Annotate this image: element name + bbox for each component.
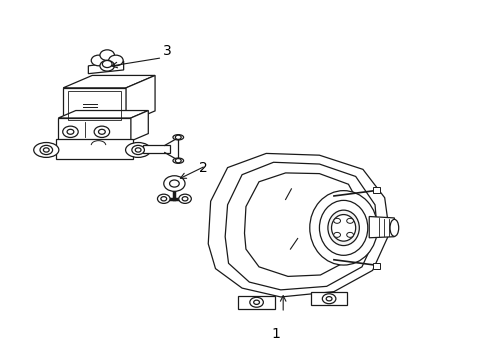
Circle shape: [322, 294, 335, 304]
Circle shape: [62, 126, 78, 138]
Circle shape: [346, 219, 353, 223]
Text: 3: 3: [163, 44, 171, 58]
Circle shape: [67, 129, 74, 134]
Circle shape: [249, 297, 263, 307]
Circle shape: [179, 194, 191, 203]
Polygon shape: [63, 76, 155, 88]
Circle shape: [175, 135, 181, 139]
Circle shape: [325, 297, 331, 301]
Ellipse shape: [389, 219, 398, 237]
Circle shape: [333, 219, 340, 223]
Ellipse shape: [309, 191, 377, 265]
Polygon shape: [58, 118, 131, 141]
Circle shape: [135, 148, 141, 152]
Polygon shape: [208, 153, 389, 297]
Ellipse shape: [327, 210, 359, 246]
Circle shape: [100, 60, 114, 71]
Circle shape: [169, 180, 179, 187]
Text: 1: 1: [271, 327, 280, 341]
Circle shape: [108, 55, 123, 66]
Polygon shape: [56, 139, 133, 159]
Circle shape: [100, 50, 114, 60]
Circle shape: [94, 126, 109, 138]
Circle shape: [98, 129, 105, 134]
Polygon shape: [372, 187, 379, 193]
Circle shape: [43, 148, 49, 152]
Polygon shape: [126, 76, 155, 123]
Polygon shape: [238, 296, 274, 309]
Circle shape: [161, 197, 166, 201]
Circle shape: [163, 176, 184, 192]
Polygon shape: [310, 292, 347, 305]
Ellipse shape: [173, 135, 183, 140]
Polygon shape: [88, 61, 123, 74]
Circle shape: [132, 145, 144, 154]
Ellipse shape: [331, 215, 355, 241]
Circle shape: [175, 158, 181, 163]
Circle shape: [157, 194, 170, 203]
Polygon shape: [368, 216, 393, 238]
Circle shape: [40, 145, 53, 154]
Polygon shape: [372, 262, 379, 269]
Ellipse shape: [173, 158, 183, 163]
Ellipse shape: [319, 201, 367, 255]
Circle shape: [91, 55, 105, 66]
Circle shape: [102, 60, 112, 68]
Polygon shape: [58, 111, 148, 118]
Text: 2: 2: [199, 161, 207, 175]
Polygon shape: [63, 88, 126, 123]
Polygon shape: [131, 111, 148, 141]
Circle shape: [182, 197, 187, 201]
Circle shape: [253, 300, 259, 305]
Polygon shape: [142, 145, 169, 153]
Ellipse shape: [34, 143, 59, 157]
Ellipse shape: [125, 143, 150, 157]
Circle shape: [346, 233, 353, 237]
Circle shape: [333, 233, 340, 237]
